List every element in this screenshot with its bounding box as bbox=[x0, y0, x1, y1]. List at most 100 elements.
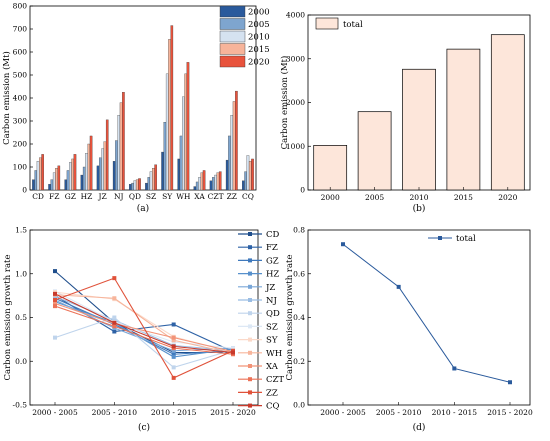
bar-XA-2005 bbox=[195, 181, 199, 191]
bar-SY-2010 bbox=[165, 73, 169, 191]
x-tick-label-WH: WH bbox=[176, 192, 191, 201]
bar-FZ-2010 bbox=[52, 172, 56, 191]
legend-swatch-2005 bbox=[219, 18, 246, 30]
x-tick-label: 2015 - 2020 bbox=[210, 408, 256, 417]
bar-SZ-2005 bbox=[147, 177, 151, 191]
point-ZZ bbox=[53, 298, 57, 302]
y-tick-label: 0 bbox=[22, 186, 27, 195]
y-tick-label: 1.0 bbox=[15, 269, 27, 278]
series-line-total bbox=[342, 243, 511, 383]
point-CZT bbox=[53, 304, 57, 309]
x-tick-label-HZ: HZ bbox=[81, 192, 93, 201]
x-tick-label: 2010 - 2015 bbox=[151, 408, 197, 417]
point-FZ bbox=[171, 322, 176, 327]
bar-FZ-2020 bbox=[57, 165, 61, 191]
bar-XA-2010 bbox=[198, 177, 201, 191]
y-tick-label: 0.8 bbox=[293, 226, 305, 235]
bar-SY-2005 bbox=[163, 122, 167, 191]
legend-marker-GZ bbox=[248, 258, 252, 263]
bar-SZ-2020 bbox=[154, 164, 157, 191]
bar-ZZ-2005 bbox=[228, 135, 231, 191]
bar-CQ-2005 bbox=[244, 171, 247, 191]
legend-marker-total bbox=[438, 236, 442, 240]
bar-CQ-2020 bbox=[251, 158, 254, 191]
y-tick-label: 4000 bbox=[286, 11, 305, 20]
panel-a: 0 100 200 300 400 500 600 700 800 Carbon emission… bbox=[1, 2, 270, 214]
legend-label-2015: 2015 bbox=[248, 45, 270, 55]
legend-marker-QD bbox=[248, 311, 252, 316]
bar-QD-2020 bbox=[138, 178, 141, 191]
y-tick-label: 700 bbox=[13, 25, 28, 34]
bar-JZ-2005 bbox=[99, 157, 102, 191]
legend-label-XA: XA bbox=[266, 362, 279, 372]
x-tick-label-XA: XA bbox=[194, 192, 205, 201]
legend-label-total: total bbox=[343, 20, 363, 30]
legend-label-GZ: GZ bbox=[266, 256, 279, 266]
x-tick-label-2000: 2000 bbox=[321, 193, 340, 202]
y-axis-label: Carbon emission growth rate bbox=[285, 255, 295, 381]
point-SZ bbox=[231, 346, 235, 351]
y-tick-label: 3000 bbox=[286, 54, 305, 63]
point-total bbox=[396, 284, 401, 289]
y-axis-label: Carbon emission (Mt) bbox=[279, 56, 290, 150]
bar-HZ-2015 bbox=[87, 143, 91, 191]
x-tick-label: 2015 - 2020 bbox=[487, 408, 533, 417]
series-line-FZ bbox=[54, 295, 234, 353]
x-tick-label-CZT: CZT bbox=[208, 192, 224, 201]
legend-marker-CZT bbox=[248, 377, 252, 382]
legend-marker-JZ bbox=[248, 284, 252, 289]
bar-CZT-2000 bbox=[209, 180, 213, 191]
legend-label-2010: 2010 bbox=[248, 33, 270, 43]
bar-total-2020 bbox=[490, 34, 525, 191]
y-tick-label: 0.2 bbox=[293, 357, 305, 366]
bar-WH-2000 bbox=[177, 158, 181, 191]
bar-WH-2020 bbox=[186, 62, 190, 191]
series-line-WH bbox=[54, 294, 234, 354]
series-line-QD bbox=[54, 316, 234, 368]
series-line-CQ bbox=[54, 293, 234, 354]
y-tick-label: 0.4 bbox=[293, 313, 305, 322]
legend-swatch-2000 bbox=[219, 5, 246, 18]
legend-label-CD: CD bbox=[266, 230, 280, 240]
legend-label-2000: 2000 bbox=[248, 8, 270, 18]
point-FZ bbox=[112, 329, 117, 334]
bar-XA-2015 bbox=[200, 172, 204, 191]
x-tick-label-QD: QD bbox=[129, 192, 141, 201]
legend-label-CZT: CZT bbox=[266, 375, 284, 385]
bar-QD-2005 bbox=[131, 182, 134, 191]
y-tick-label: 500 bbox=[13, 71, 28, 80]
y-axis-label: Carbon emission growth rate bbox=[3, 255, 13, 381]
legend-swatch-2015 bbox=[219, 43, 246, 55]
bar-JZ-2010 bbox=[101, 148, 104, 191]
bar-FZ-2000 bbox=[48, 184, 51, 191]
legend-label-2020: 2020 bbox=[248, 58, 270, 68]
y-tick-label: 0 bbox=[300, 186, 305, 195]
y-tick-label: 1000 bbox=[286, 142, 305, 151]
y-tick-label: 1.5 bbox=[15, 226, 27, 235]
legend-label-ZZ: ZZ bbox=[266, 388, 278, 398]
point-JZ bbox=[171, 348, 176, 353]
bar-XA-2020 bbox=[202, 170, 206, 191]
legend-label-WH: WH bbox=[266, 349, 282, 359]
x-tick-label: 2000 - 2005 bbox=[32, 408, 78, 417]
point-XA bbox=[171, 335, 176, 340]
series-line-ZZ bbox=[54, 277, 234, 379]
legend-swatch-2010 bbox=[219, 30, 246, 43]
bar-GZ-2000 bbox=[64, 179, 68, 191]
point-WH bbox=[112, 296, 117, 301]
bar-CZT-2020 bbox=[218, 171, 222, 191]
bar-CD-2000 bbox=[32, 179, 35, 191]
y-tick-label: 400 bbox=[13, 94, 28, 103]
y-tick-label: -0.5 bbox=[13, 401, 28, 410]
legend-label-NJ: NJ bbox=[266, 296, 277, 306]
bar-NJ-2015 bbox=[119, 102, 123, 191]
bar-NJ-2020 bbox=[122, 92, 125, 191]
point-CQ bbox=[231, 350, 235, 355]
x-tick-label: 2005 - 2010 bbox=[92, 408, 138, 417]
bar-QD-2010 bbox=[133, 180, 137, 191]
panel-c: -0.5 0.0 0.5 1.0 1.5 Carbon emission growth r… bbox=[3, 226, 284, 433]
x-tick-label-GZ: GZ bbox=[65, 192, 76, 201]
bar-GZ-2015 bbox=[71, 158, 74, 191]
bar-HZ-2005 bbox=[82, 166, 86, 191]
